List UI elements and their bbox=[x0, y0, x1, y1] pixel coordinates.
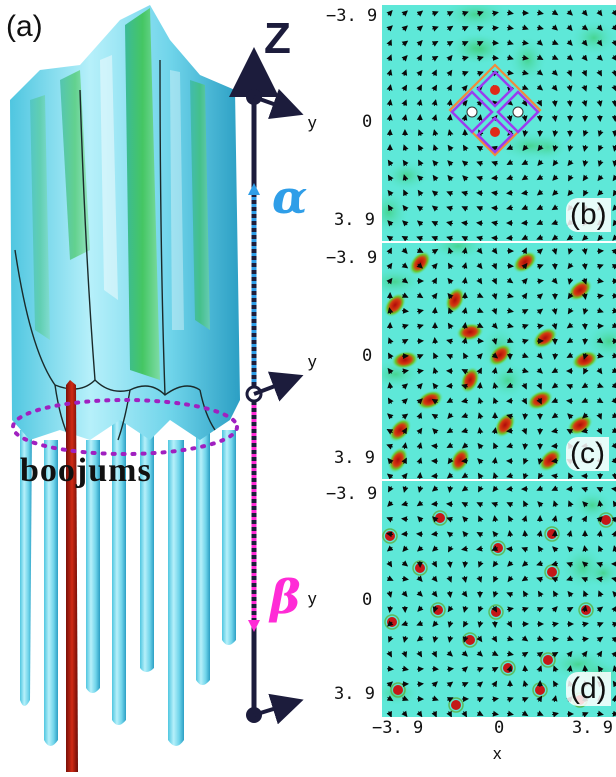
panel-d-ytick-mid: 0 bbox=[362, 590, 372, 610]
red-core bbox=[66, 380, 78, 772]
panel-d-label: (d) bbox=[566, 672, 611, 706]
x-axis-label: x bbox=[493, 744, 502, 764]
panel-a-label: (a) bbox=[6, 10, 43, 44]
panel-b-ytick-mid: 0 bbox=[362, 112, 372, 132]
panel-b-ytick-top: −3. 9 bbox=[326, 6, 377, 26]
surface-3d bbox=[10, 5, 240, 772]
beta-symbol: β bbox=[270, 570, 301, 624]
alpha-symbol: α bbox=[272, 170, 307, 224]
panel-d-ytick-bottom: 3. 9 bbox=[334, 684, 375, 704]
panel-c-ytick-bottom: 3. 9 bbox=[334, 448, 375, 468]
panel-c-ytick-top: −3. 9 bbox=[326, 248, 377, 268]
panel-d-ytick-top: −3. 9 bbox=[326, 484, 377, 504]
x-tick-mid: 0 bbox=[494, 718, 504, 738]
panel-c-ytick-mid: 0 bbox=[362, 346, 372, 366]
beta-arrowhead bbox=[248, 620, 260, 632]
y-label-bottom: y bbox=[308, 589, 317, 609]
panel-c-label: (c) bbox=[566, 437, 609, 471]
panel-b-ytick-bottom: 3. 9 bbox=[334, 210, 375, 230]
y-label-top: y bbox=[308, 113, 317, 133]
y-label-middle: y bbox=[308, 352, 317, 372]
z-axis-label: Z bbox=[264, 14, 291, 64]
alpha-arrowhead bbox=[248, 183, 260, 195]
panel-b-label: (b) bbox=[566, 198, 611, 232]
x-tick-left: −3. 9 bbox=[372, 718, 423, 738]
x-tick-right: 3. 9 bbox=[572, 718, 613, 738]
boojums-label: boojums bbox=[20, 452, 152, 490]
